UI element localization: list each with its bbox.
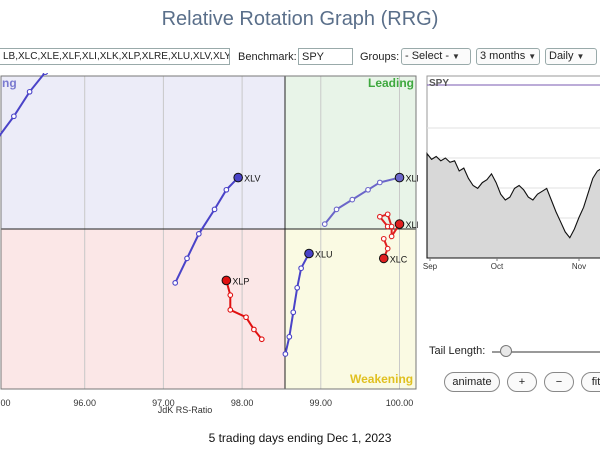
tail-point (388, 223, 395, 230)
groups-select[interactable]: - Select - ▼ (401, 48, 471, 65)
benchmark-label: Benchmark: (238, 51, 297, 63)
benchmark-price-chart: SPY Sep Oct Nov (423, 75, 600, 271)
leading-label: Leading (368, 76, 414, 90)
zoom-in-button[interactable]: + (507, 372, 537, 392)
tail-point (26, 88, 33, 95)
tail-length-label: Tail Length: (429, 345, 486, 357)
animate-button[interactable]: animate (444, 372, 500, 392)
tail-point (211, 206, 218, 213)
head-marker[interactable] (378, 253, 389, 264)
period-select-value: 3 months (480, 50, 526, 62)
tail-point (290, 309, 297, 316)
tail-point (282, 351, 289, 357)
tail-point (251, 326, 257, 333)
tail-point (333, 206, 340, 213)
tail-point (227, 307, 234, 313)
tail-length-slider[interactable] (492, 351, 600, 353)
chevron-down-icon: ▼ (452, 52, 460, 61)
x-tick-label: 100.00 (386, 398, 414, 408)
head-marker[interactable] (394, 172, 405, 183)
toolbar: LB,XLC,XLE,XLF,XLI,XLK,XLP,XLRE,XLU,XLV,… (0, 47, 600, 69)
tail-point (258, 336, 265, 343)
price-chart-label: SPY (429, 78, 449, 89)
tail-xli[interactable]: XLI (376, 211, 419, 240)
tail-point (380, 235, 387, 242)
tail-point (286, 333, 293, 340)
fit-button[interactable]: fit (581, 372, 600, 392)
leading-quadrant (285, 76, 416, 229)
groups-select-value: - Select - (405, 50, 450, 62)
tail-point (298, 265, 304, 272)
gridlines (84, 76, 400, 389)
tail-point (172, 280, 179, 286)
tail-xlv[interactable]: XLV (172, 172, 261, 286)
tail-point (195, 231, 202, 237)
symbol-label: XLC (390, 254, 408, 264)
month-label: Sep (423, 262, 438, 271)
benchmark-input[interactable]: SPY (298, 48, 353, 65)
date-range-caption: 5 trading days ending Dec 1, 2023 (208, 431, 392, 445)
tail-point (294, 284, 301, 291)
tail-line (323, 176, 400, 225)
head-marker[interactable] (221, 275, 232, 286)
period-select[interactable]: 3 months ▼ (476, 48, 540, 65)
tail-length-slider-thumb[interactable] (500, 345, 513, 357)
tail-point (376, 179, 383, 186)
rrg-tails: XLEXLVXLBXLUXLPXLIXLCXLREXLFXLYXLK (0, 73, 419, 357)
chart-frame (0, 75, 417, 390)
head-marker[interactable] (304, 248, 314, 259)
tail-point (349, 196, 356, 203)
tail-xlu[interactable]: XLU (282, 248, 333, 357)
symbol-label: XLI (406, 220, 419, 230)
tail-xlb[interactable]: XLB (321, 172, 419, 227)
price-month-ticks: Sep Oct Nov (423, 258, 586, 271)
symbols-input[interactable]: LB,XLC,XLE,XLF,XLI,XLK,XLP,XLRE,XLU,XLV,… (0, 48, 230, 65)
zoom-out-button[interactable]: − (544, 372, 574, 392)
x-tick-partial: .00 (0, 398, 11, 408)
tail-point (321, 221, 328, 227)
chevron-down-icon: ▼ (528, 52, 537, 61)
groups-label: Groups: (360, 51, 400, 63)
page-title: Relative Rotation Graph (RRG) (161, 8, 439, 30)
x-tick-label: 96.00 (73, 398, 96, 408)
symbol-label: XLV (244, 174, 260, 184)
improving-quadrant (1, 76, 285, 229)
chevron-down-icon: ▼ (576, 52, 585, 61)
tail-point (365, 186, 371, 193)
tail-point (227, 292, 234, 298)
month-label: Nov (572, 262, 586, 271)
rrg-chart[interactable]: ng Leading Weakening XLE XLV XLB XLU XLP XLI X… (0, 73, 418, 419)
tail-point (243, 314, 249, 321)
x-axis-label: JdK RS-Ratio (158, 405, 213, 415)
lagging-quadrant (1, 229, 285, 389)
tail-point (388, 233, 395, 240)
symbol-label: XLB (406, 174, 419, 184)
tail-point (11, 113, 17, 120)
head-marker[interactable] (233, 172, 243, 183)
x-tick-label: 98.00 (231, 398, 254, 408)
symbol-label: XLP (232, 276, 249, 286)
month-label: Oct (491, 262, 504, 271)
tail-point (384, 211, 391, 218)
tail-point (376, 213, 383, 220)
price-area (426, 152, 600, 259)
tail-xle[interactable]: XLE (0, 73, 76, 150)
tail-xlp[interactable]: XLP (221, 275, 265, 343)
tail-point (184, 255, 190, 262)
frequency-select[interactable]: Daily ▼ (545, 48, 597, 65)
tail-xlc[interactable]: XLC (378, 235, 408, 265)
weakening-label: Weakening (350, 372, 413, 386)
tail-point (223, 186, 230, 193)
x-tick-label: 99.00 (310, 398, 333, 408)
head-marker[interactable] (394, 219, 405, 229)
tail-point (384, 245, 391, 252)
tail-point (42, 73, 49, 76)
frequency-select-value: Daily (549, 50, 574, 62)
symbol-label: XLU (315, 250, 333, 260)
improving-label: ng (2, 76, 17, 90)
x-tick-label: 97.00 (152, 398, 175, 408)
